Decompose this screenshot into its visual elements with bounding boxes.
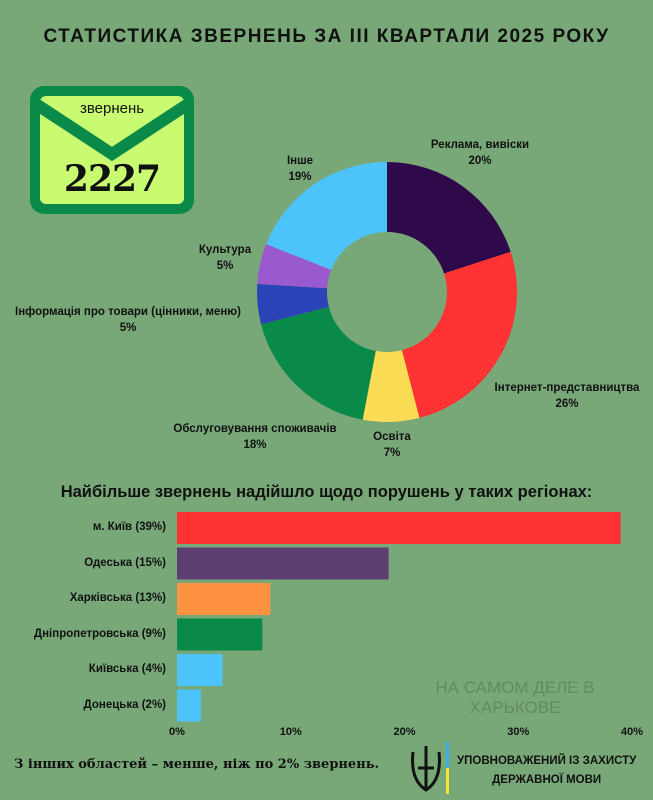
pie-slice-6 (266, 162, 387, 270)
x-tick-label: 30% (507, 726, 530, 738)
x-tick-label: 0% (169, 726, 185, 738)
x-tick-label: 20% (393, 726, 416, 738)
pie-label-0: Реклама, вивіски 20% (430, 139, 530, 167)
bar-4 (177, 654, 223, 686)
pie-slice-5 (257, 244, 332, 289)
bar-label: Харківська (13%) (69, 592, 166, 604)
x-tick-label: 40% (620, 726, 644, 738)
page-title: СТАТИСТИКА ЗВЕРНЕНЬ ЗА ІІІ КВАРТАЛИ 2025… (43, 26, 610, 47)
bar-label: Донецька (2%) (83, 698, 166, 711)
x-tick-label: 10% (279, 726, 302, 738)
pie-label-6: Інше 19% (286, 155, 314, 183)
pie-slice-1 (401, 251, 517, 418)
bar-label: м. Київ (39%) (92, 521, 166, 533)
envelope-icon: звернень 2227 (30, 86, 194, 214)
pie-label-4: Інформація про товари (цінники, меню) 5% (15, 306, 241, 334)
bar-5 (177, 689, 201, 722)
total-count: 2227 (63, 158, 161, 200)
pie-slice-0 (387, 162, 511, 274)
bar-label: Дніпропетровська (9%) (33, 627, 166, 640)
bar-1 (177, 547, 389, 580)
footnote: З інших областей – менше, ніж по 2% звер… (14, 757, 380, 772)
watermark: НА САМОМ ДЕЛЕ В ХАРЬКОВЕ (435, 678, 595, 717)
pie-label-3: Обслуговування споживачів 18% (173, 423, 337, 451)
bar-2 (177, 583, 271, 615)
bar-chart-heading: Найбільше звернень надійшло щодо порушен… (60, 483, 593, 501)
pie-label-5: Культура 5% (198, 244, 252, 272)
pie-label-2: Освіта 7% (373, 431, 411, 459)
pie-slice-2 (362, 350, 420, 422)
bar-label: Одеська (15%) (84, 556, 166, 569)
bar-0 (177, 512, 621, 544)
donut-chart (257, 162, 517, 422)
bar-label: Київська (4%) (88, 663, 166, 675)
pie-slice-3 (261, 306, 376, 420)
envelope-label: звернень (79, 100, 145, 117)
organization-name: УПОВНОВАЖЕНИЙ ІЗ ЗАХИСТУ ДЕРЖАВНОЇ МОВИ (457, 755, 637, 786)
pie-slice-4 (257, 283, 329, 325)
bar-3 (177, 618, 263, 651)
pie-label-1: Інтернет-представництва 26% (494, 382, 640, 410)
envelope-flap (40, 99, 184, 162)
